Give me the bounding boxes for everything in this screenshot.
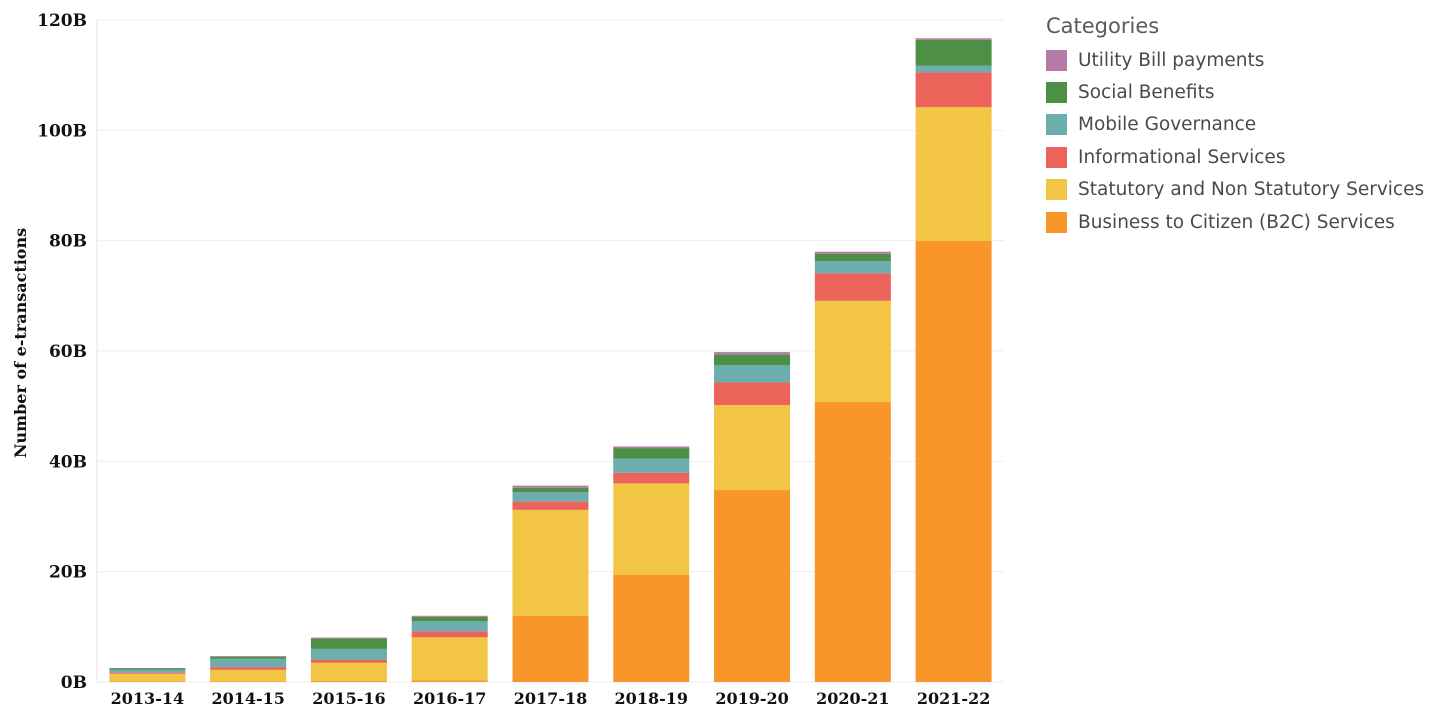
bar-segment xyxy=(512,501,589,510)
legend-items: Utility Bill payments Social Benefits Mobi… xyxy=(1046,44,1424,238)
bar-segment xyxy=(915,38,992,40)
x-axis-ticks: 2013-14 2014-15 2015-16 2016-17 2017-18 2018-… xyxy=(111,689,991,708)
bar-segment xyxy=(210,667,287,670)
bar-segment xyxy=(814,300,891,402)
bar-segment xyxy=(109,668,186,670)
y-axis-label: Number of e-transactions xyxy=(11,228,30,458)
legend-item[interactable]: Statutory and Non Statutory Services xyxy=(1046,174,1424,206)
bar-segment xyxy=(714,354,791,366)
y-tick-label: 120B xyxy=(37,11,87,31)
bar-segment xyxy=(109,673,186,682)
x-tick-label: 2014-15 xyxy=(211,689,284,708)
x-tick-label: 2015-16 xyxy=(312,689,385,708)
bar-segment xyxy=(714,352,791,355)
bar-segment xyxy=(915,72,992,108)
bar-segment xyxy=(210,656,287,659)
bar-segment xyxy=(714,405,791,491)
legend-label: Statutory and Non Statutory Services xyxy=(1078,179,1425,201)
x-tick-label: 2021-22 xyxy=(917,689,990,708)
bar-segment xyxy=(411,615,488,617)
y-tick-label: 0B xyxy=(61,673,87,693)
bar-segment xyxy=(210,656,287,657)
x-tick-label: 2013-14 xyxy=(111,689,184,708)
bar-segment xyxy=(814,251,891,254)
legend-item[interactable]: Informational Services xyxy=(1046,141,1424,173)
legend-item[interactable]: Social Benefits xyxy=(1046,76,1424,108)
bar-segment xyxy=(109,672,186,674)
bar-segment xyxy=(613,446,690,449)
bar-segment xyxy=(814,273,891,301)
legend-swatch xyxy=(1046,114,1067,136)
legend-title: Categories xyxy=(1046,14,1160,38)
bar-segment xyxy=(613,448,690,459)
bar-segment xyxy=(210,669,287,682)
bar-segment xyxy=(512,487,589,493)
x-tick-label: 2016-17 xyxy=(413,689,486,708)
bar-segment xyxy=(310,637,387,639)
bar-segment xyxy=(411,637,488,681)
bar-segment xyxy=(411,621,488,632)
bar-segment xyxy=(915,107,992,241)
bar-segment xyxy=(310,648,387,660)
legend-label: Social Benefits xyxy=(1078,82,1215,104)
bars xyxy=(109,38,992,682)
legend-label: Mobile Governance xyxy=(1078,114,1257,136)
y-axis-ticks: 0B 20B 40B 60B 80B 100B 120B xyxy=(37,11,87,693)
bar-segment xyxy=(310,680,387,682)
bar-segment xyxy=(915,65,992,73)
x-tick-label: 2017-18 xyxy=(514,689,587,708)
y-tick-label: 100B xyxy=(37,121,87,141)
bar-segment xyxy=(310,662,387,681)
legend-label: Business to Citizen (B2C) Services xyxy=(1078,211,1395,233)
bar-segment xyxy=(411,616,488,622)
legend-swatch xyxy=(1046,82,1067,104)
x-tick-label: 2018-19 xyxy=(615,689,688,708)
x-tick-label: 2019-20 xyxy=(715,689,788,708)
bar-segment xyxy=(210,681,287,682)
bar-segment xyxy=(814,253,891,262)
legend-item[interactable]: Mobile Governance xyxy=(1046,109,1424,141)
y-tick-label: 20B xyxy=(49,563,87,583)
bar-segment xyxy=(613,472,690,484)
bar-segment xyxy=(310,638,387,649)
bar-segment xyxy=(512,492,589,502)
bar-segment xyxy=(814,401,891,682)
bar-segment xyxy=(714,365,791,383)
bar-segment xyxy=(915,39,992,66)
bar-segment xyxy=(109,669,186,673)
bar-segment xyxy=(714,490,791,682)
legend-swatch xyxy=(1046,49,1067,71)
bar-segment xyxy=(613,574,690,682)
bar-segment xyxy=(109,681,186,682)
legend-label: Utility Bill payments xyxy=(1078,49,1265,71)
bar-segment xyxy=(915,240,992,682)
legend-label: Informational Services xyxy=(1078,146,1286,168)
legend-item[interactable]: Utility Bill payments xyxy=(1046,44,1424,76)
bar-segment xyxy=(613,458,690,473)
y-tick-label: 40B xyxy=(49,452,87,472)
y-tick-label: 80B xyxy=(49,232,87,252)
bar-segment xyxy=(512,615,589,682)
legend: Categories Utility Bill payments Social B… xyxy=(1046,14,1424,238)
bar-segment xyxy=(613,483,690,575)
y-tick-label: 60B xyxy=(49,342,87,362)
legend-swatch xyxy=(1046,211,1067,233)
legend-swatch xyxy=(1046,146,1067,168)
bar-segment xyxy=(512,485,589,488)
x-tick-label: 2020-21 xyxy=(816,689,889,708)
legend-item[interactable]: Business to Citizen (B2C) Services xyxy=(1046,206,1424,238)
bar-segment xyxy=(512,509,589,616)
bar-segment xyxy=(714,382,791,406)
gridlines xyxy=(96,19,1004,683)
bar-segment xyxy=(310,659,387,663)
bar-segment xyxy=(814,261,891,274)
bar-segment xyxy=(411,680,488,682)
bar-segment xyxy=(411,631,488,638)
bar-segment xyxy=(210,658,287,668)
legend-swatch xyxy=(1046,179,1067,201)
